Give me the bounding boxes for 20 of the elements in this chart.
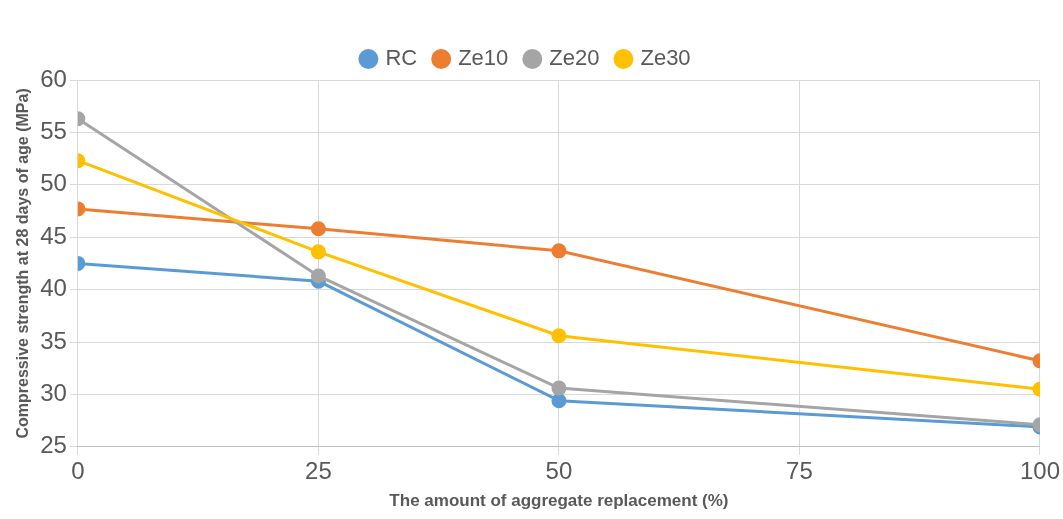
x-tick-label: 50 (545, 456, 573, 484)
y-axis-title: Compressive strength at 28 days of age (MPa) (14, 88, 32, 439)
y-tick-label: 50 (40, 169, 67, 197)
x-axis-title: The amount of aggregate replacement (%) (389, 491, 729, 511)
x-tick-label: 75 (786, 456, 813, 484)
x-tick-label: 100 (1019, 456, 1060, 484)
point (551, 393, 567, 409)
y-tick-label: 30 (40, 379, 67, 407)
legend-label: Ze30 (640, 45, 691, 71)
y-tick-label: 40 (40, 274, 67, 302)
x-tick-label: 0 (71, 456, 85, 484)
legend-label: Ze20 (549, 45, 600, 71)
y-tick-label: 35 (40, 326, 67, 354)
y-tick-label: 45 (40, 221, 67, 249)
legend-label: RC (385, 45, 418, 71)
y-tick-label: 25 (40, 431, 67, 459)
x-tick-label: 25 (305, 456, 332, 484)
legend-label: Ze10 (458, 45, 509, 71)
y-tick-label: 55 (40, 117, 67, 145)
y-tick-label: 60 (40, 64, 67, 92)
